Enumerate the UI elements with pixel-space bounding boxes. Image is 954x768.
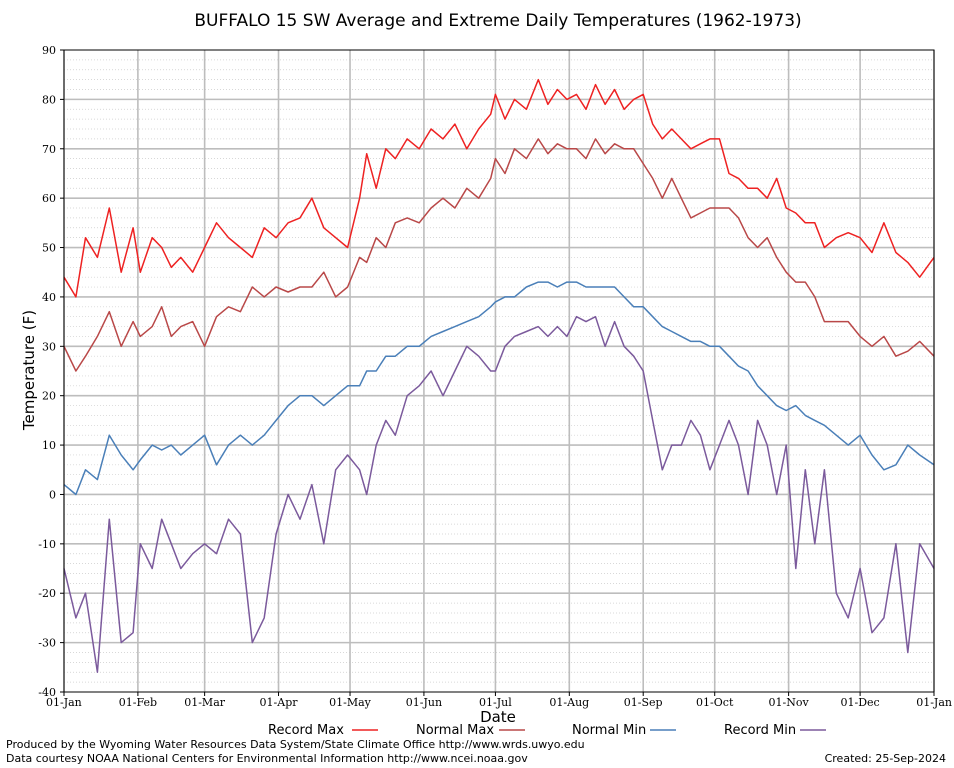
- x-tick-label: 01-Jan: [916, 696, 952, 709]
- credit-line-1: Produced by the Wyoming Water Resources …: [6, 738, 585, 751]
- x-tick-label: 01-Mar: [184, 696, 226, 709]
- legend-label: Normal Min: [572, 723, 646, 738]
- x-tick-label: 01-Jan: [46, 696, 82, 709]
- y-tick-label: 80: [42, 93, 56, 106]
- record-max-line: [63, 78, 935, 298]
- x-axis-ticks: 01-Jan 01-Feb 01-Mar 01-Apr 01-May 01-Jun 01-J…: [46, 692, 952, 709]
- created-date: Created: 25-Sep-2024: [825, 752, 946, 765]
- chart-title: BUFFALO 15 SW Average and Extreme Daily …: [194, 11, 801, 31]
- y-tick-label: 90: [42, 44, 56, 57]
- legend-label: Record Min: [724, 723, 796, 738]
- x-tick-label: 01-Oct: [696, 696, 734, 709]
- x-tick-label: 01-Nov: [769, 696, 810, 709]
- legend-label: Record Max: [268, 723, 344, 738]
- legend-item-record-min: Record Min: [724, 723, 826, 738]
- normal-min-line: [63, 281, 935, 496]
- y-tick-label: 10: [42, 439, 56, 452]
- normal-max-line: [63, 138, 935, 372]
- legend-label: Normal Max: [416, 723, 494, 738]
- y-tick-label: 70: [42, 143, 56, 156]
- x-axis-label: Date: [480, 708, 516, 726]
- minor-grid: [64, 59, 934, 683]
- legend-item-record-max: Record Max: [268, 723, 378, 738]
- y-tick-label: -30: [38, 637, 56, 650]
- y-tick-label: 30: [42, 340, 56, 353]
- y-tick-label: -10: [38, 538, 56, 551]
- legend-item-normal-max: Normal Max: [416, 723, 525, 738]
- x-tick-label: 01-Apr: [260, 696, 299, 709]
- x-tick-label: 01-Dec: [841, 696, 880, 709]
- x-tick-label: 01-Jul: [479, 696, 512, 709]
- plot-frame: [63, 49, 935, 693]
- legend-item-normal-min: Normal Min: [572, 723, 676, 738]
- plot-area: [64, 50, 934, 692]
- x-tick-label: 01-Feb: [119, 696, 157, 709]
- y-axis-ticks: 90 80 70 60 50 40 30 20 10 0 -10 -20 -30 -40: [38, 44, 64, 699]
- y-tick-label: 0: [49, 488, 56, 501]
- y-tick-label: 60: [42, 192, 56, 205]
- y-tick-label: 40: [42, 291, 56, 304]
- y-tick-label: 50: [42, 242, 56, 255]
- record-min-line: [63, 315, 935, 673]
- x-tick-label: 01-May: [329, 696, 372, 709]
- x-tick-label: 01-Aug: [549, 696, 589, 709]
- y-axis-label: Temperature (F): [20, 310, 38, 431]
- plot-background: [64, 50, 934, 692]
- y-tick-label: -40: [38, 686, 56, 699]
- legend: Record Max Normal Max Normal Min Record Min: [268, 723, 826, 738]
- x-tick-label: 01-Jun: [406, 696, 442, 709]
- y-tick-label: -20: [38, 587, 56, 600]
- series-layer: [63, 78, 935, 673]
- y-tick-label: 20: [42, 390, 56, 403]
- x-tick-label: 01-Sep: [624, 696, 663, 709]
- credit-line-2: Data courtesy NOAA National Centers for …: [6, 752, 528, 765]
